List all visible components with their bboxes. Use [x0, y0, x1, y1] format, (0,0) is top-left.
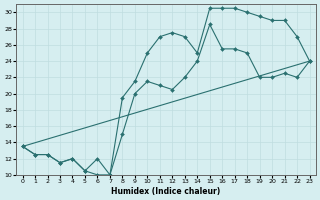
X-axis label: Humidex (Indice chaleur): Humidex (Indice chaleur): [111, 187, 221, 196]
